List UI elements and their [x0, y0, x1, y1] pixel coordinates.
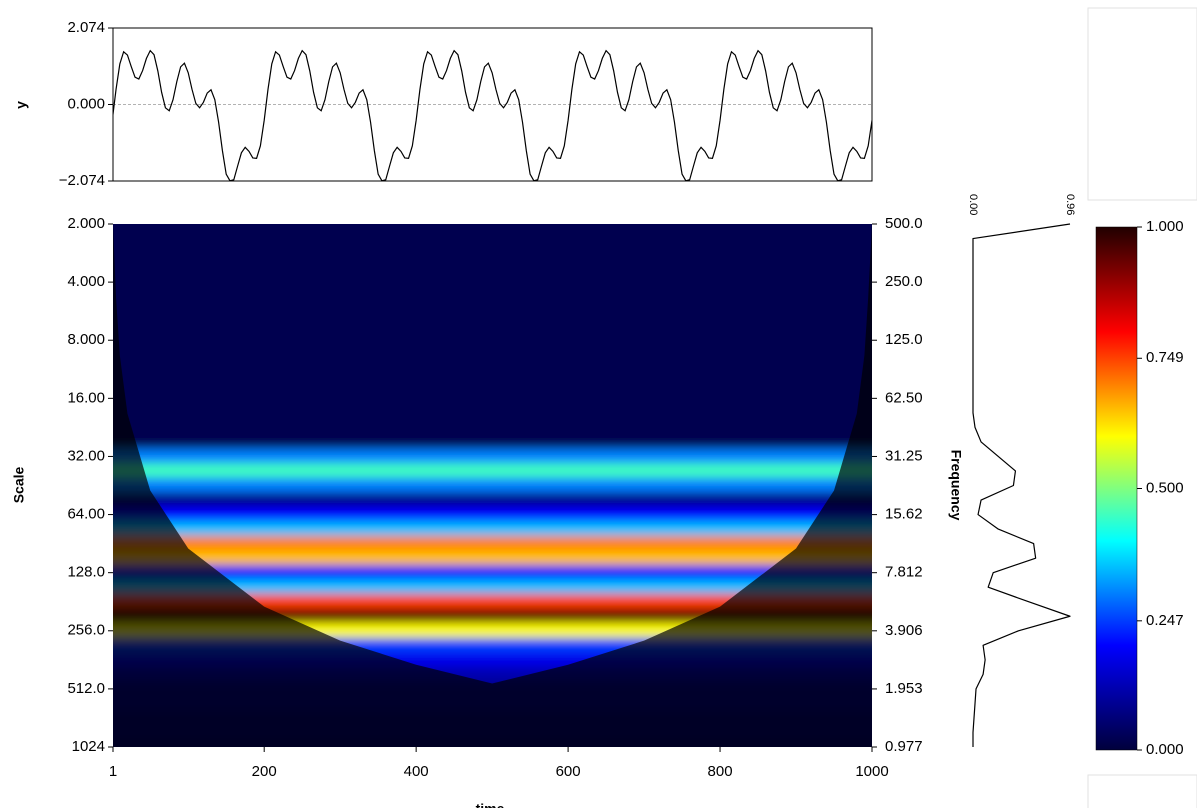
y-tick-label: 0.000 — [67, 95, 105, 112]
heat-row — [113, 245, 872, 261]
y2-tick-label: 250.0 — [885, 273, 923, 290]
heat-row — [113, 376, 872, 392]
y-tick-label: −2.074 — [59, 172, 105, 189]
y2-tick-label: 31.25 — [885, 447, 923, 464]
y2-tick-label: 15.62 — [885, 506, 923, 523]
colorbar-tick-label: 0.749 — [1146, 349, 1184, 366]
heat-row — [113, 448, 872, 465]
heat-row — [113, 303, 872, 319]
heat-row — [113, 390, 872, 407]
heat-row — [113, 419, 872, 436]
colorbar-tick-label: 0.500 — [1146, 479, 1184, 496]
colorbar-tick-label: 0.247 — [1146, 612, 1184, 629]
heat-row — [113, 230, 872, 247]
coi-shade — [113, 224, 872, 747]
heat-row — [113, 521, 872, 537]
y-tick-label: 512.0 — [67, 680, 105, 697]
heat-row — [113, 463, 872, 479]
x-tick-label: 800 — [708, 763, 733, 780]
y-tick-label: 2.074 — [67, 19, 105, 36]
y2-tick-label: 3.906 — [885, 622, 923, 639]
y2-tick-label: 7.812 — [885, 564, 923, 581]
x-tick-label: 1 — [109, 763, 117, 780]
x-tick-label: 0.00 — [967, 194, 979, 215]
heat-row — [113, 259, 872, 276]
heat-row — [113, 224, 872, 232]
heat-row — [113, 332, 872, 348]
x-tick-label: 400 — [404, 763, 429, 780]
x-tick-label: 1000 — [855, 763, 888, 780]
y-axis-title: Scale — [11, 466, 27, 503]
y2-tick-label: 1.953 — [885, 680, 923, 697]
heat-row — [113, 288, 872, 305]
heat-row — [113, 579, 872, 595]
colorbar — [1095, 226, 1138, 751]
side-panel — [1087, 7, 1197, 201]
x-tick-label: 200 — [252, 763, 277, 780]
y2-tick-label: 125.0 — [885, 331, 923, 348]
heat-row — [113, 346, 872, 363]
colorbar-tick-label: 0.000 — [1146, 741, 1184, 758]
y-tick-label: 2.000 — [67, 215, 105, 232]
y-tick-label: 64.00 — [67, 506, 105, 523]
colorbar-tick-label: 1.000 — [1146, 218, 1184, 235]
y2-tick-label: 62.50 — [885, 389, 923, 406]
heat-row — [113, 361, 872, 378]
y-tick-label: 8.000 — [67, 331, 105, 348]
heat-row — [113, 550, 872, 566]
side-panel — [1087, 774, 1197, 808]
heat-row — [113, 564, 872, 581]
heat-row — [113, 274, 872, 290]
y-axis-title: y — [13, 101, 29, 109]
y-tick-label: 4.000 — [67, 273, 105, 290]
heat-row — [113, 608, 872, 625]
y2-axis-title: Frequency — [948, 450, 964, 521]
heat-row — [113, 593, 872, 610]
global-spectrum-line — [972, 223, 1071, 747]
heat-row — [113, 492, 872, 508]
x-tick-label: 0.96 — [1064, 194, 1076, 215]
y-tick-label: 1024 — [72, 738, 105, 755]
y-tick-label: 128.0 — [67, 564, 105, 581]
signal-line — [113, 49, 872, 181]
y-tick-label: 32.00 — [67, 447, 105, 464]
y2-tick-label: 500.0 — [885, 215, 923, 232]
heat-row — [113, 434, 872, 450]
heat-row — [113, 477, 872, 494]
heat-row — [113, 506, 872, 523]
heat-row — [113, 535, 872, 552]
heat-row — [113, 405, 872, 421]
x-tick-label: 600 — [556, 763, 581, 780]
y-tick-label: 256.0 — [67, 622, 105, 639]
y2-tick-label: 0.977 — [885, 738, 923, 755]
heat-row — [113, 317, 872, 334]
y-tick-label: 16.00 — [67, 389, 105, 406]
x-axis-title: time — [476, 801, 505, 808]
